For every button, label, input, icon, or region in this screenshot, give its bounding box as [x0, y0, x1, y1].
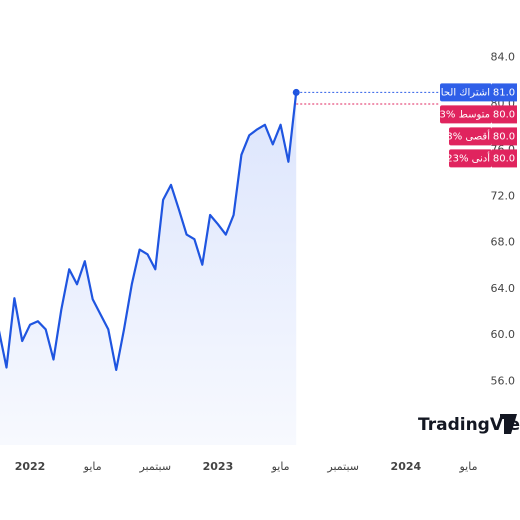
x-tick-label: سبتمبر [138, 460, 171, 473]
price-label-text: -1.23% أقصى [427, 129, 490, 142]
x-tick-label: سبتمبر [326, 460, 359, 473]
price-label-box [440, 83, 492, 102]
price-label-text: اشتراك الحالي [429, 87, 490, 98]
y-tick-label: 56.0 [491, 374, 516, 387]
logo-mark [500, 414, 517, 434]
price-label-text: -1.23% أدنى [433, 151, 490, 164]
price-value-box [492, 105, 517, 124]
price-value-text: 80.0 [493, 153, 515, 164]
price-value-box [492, 127, 517, 146]
price-label-text: -1.23% متوسط [420, 109, 490, 120]
y-tick-label: 64.0 [491, 282, 516, 295]
x-tick-label: مايو [271, 460, 290, 473]
y-tick-label: 72.0 [491, 189, 516, 202]
x-tick-label: 2022 [15, 460, 46, 473]
x-tick-label: مايو [459, 460, 478, 473]
price-value-box [492, 149, 517, 168]
y-tick-label: 60.0 [491, 328, 516, 341]
price-value-text: 81.0 [493, 87, 515, 98]
price-label-box [440, 105, 492, 124]
price-value-text: 80.0 [493, 109, 515, 120]
logo: TradingView [418, 414, 520, 435]
area [0, 92, 297, 445]
price-label-box [449, 149, 492, 168]
price-labels: اشتراك الحالي 81.0-1.23% متوسط 80.0-1.23% … [296, 83, 517, 168]
y-tick-label: 84.0 [491, 51, 516, 64]
price-label-box [449, 127, 492, 146]
x-tick-label: 2024 [391, 460, 422, 473]
price-value-text: 80.0 [493, 131, 515, 142]
logo-text: TradingView [418, 415, 520, 435]
y-tick-label: 68.0 [491, 236, 516, 249]
price-value-box [492, 83, 517, 102]
x-tick-label: 2023 [203, 460, 234, 473]
line [0, 92, 298, 371]
x-tick-label: مايو [83, 460, 102, 473]
